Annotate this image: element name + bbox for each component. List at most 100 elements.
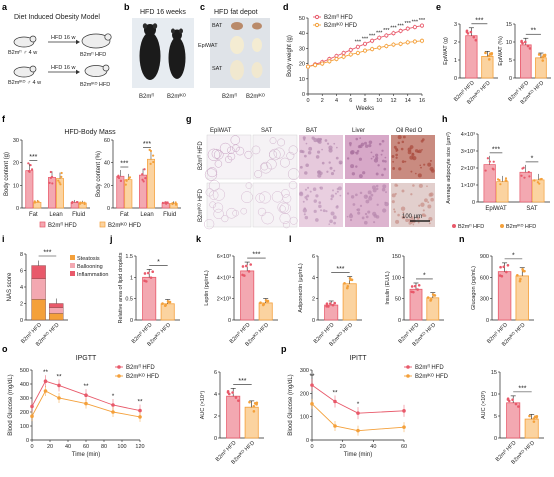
- y-tick-label: 0: [454, 76, 457, 82]
- y-tick-label: 6: [20, 269, 23, 275]
- x-tick-label: 40: [370, 444, 376, 450]
- data-point: [148, 148, 151, 152]
- cell-outline: [219, 142, 232, 154]
- y-tick-label: 0: [398, 318, 401, 324]
- cell-dot: [364, 141, 367, 145]
- y-tick-label: 60: [104, 138, 110, 144]
- significance-mark: **: [309, 373, 315, 380]
- cell-dot: [333, 221, 336, 225]
- data-point: [514, 402, 518, 406]
- cell-dot: [316, 137, 321, 143]
- panel-letter-b: b: [124, 2, 130, 12]
- cell-dot: [410, 193, 413, 196]
- bar: [342, 283, 357, 321]
- data-point: [370, 47, 375, 52]
- data-point: [492, 168, 495, 171]
- data-point: [313, 63, 318, 68]
- data-point: [111, 410, 115, 414]
- series-line: [311, 403, 405, 432]
- cell-dot: [414, 172, 417, 175]
- data-point: [43, 389, 48, 393]
- cell-dot: [405, 218, 409, 223]
- data-point: [474, 38, 478, 42]
- x-tick-label: 8: [363, 98, 366, 104]
- legend-swatch: [99, 221, 106, 228]
- cell-outline: [213, 149, 224, 160]
- y-tick-label: 0: [312, 318, 315, 324]
- y-tick-label: 100: [300, 415, 309, 421]
- stacked-segment: [49, 313, 64, 321]
- cell-dot: [330, 211, 335, 216]
- cell-outline: [254, 170, 263, 179]
- bar: [160, 303, 175, 321]
- data-point: [124, 183, 127, 186]
- data-point: [526, 44, 530, 48]
- y-tick-label: 6: [312, 254, 315, 260]
- cell-outline: [279, 157, 290, 168]
- data-point: [49, 176, 52, 179]
- scale-bar-label: 100 μm: [402, 214, 422, 220]
- data-point: [79, 202, 82, 205]
- data-point: [264, 299, 268, 302]
- mouse-icon: [13, 35, 37, 48]
- cell-dot: [333, 142, 336, 145]
- panel-letter-n: n: [459, 234, 465, 244]
- data-point: [327, 59, 332, 64]
- panel-a-title: Diet Induced Obesity Model: [14, 14, 100, 21]
- legend-label: B2mᴵᴷᴼ HFD: [126, 373, 160, 380]
- histo-col-sat: SAT: [261, 128, 273, 134]
- x-tick-label: 40: [65, 444, 71, 450]
- cell-outline: [241, 191, 253, 204]
- cell-outline: [277, 201, 289, 214]
- chart-p: IPITT 0 100 200 300 Blood Glucose (mg/dL) 0 20 4…: [288, 355, 449, 458]
- cell-dot: [370, 193, 374, 197]
- y-tick-label: 8: [20, 252, 23, 258]
- depot-label-sat: SAT: [212, 66, 223, 72]
- bar: [426, 297, 440, 321]
- cell-dot: [321, 161, 325, 165]
- bar: [409, 288, 423, 321]
- cell-dot: [395, 153, 398, 157]
- histo-liver-ko: [345, 183, 389, 227]
- data-point: [59, 183, 62, 186]
- data-point: [234, 396, 238, 399]
- data-point: [348, 52, 353, 57]
- data-point: [84, 393, 88, 398]
- legend-marker: [406, 365, 410, 369]
- cell-dot: [335, 205, 339, 209]
- cell-dot: [381, 139, 385, 143]
- cell-dot: [401, 189, 405, 193]
- significance-mark: ***: [336, 266, 344, 273]
- histo-epiwat-wt: [206, 134, 252, 180]
- y-tick-label: 40: [104, 161, 110, 167]
- legend-h: B2mᶠˡ HFD B2mᴵᴷᴼ HFD: [452, 223, 536, 230]
- cell-outline: [260, 163, 269, 171]
- cell-outline: [226, 207, 237, 219]
- cell-dot: [368, 196, 373, 201]
- cell-dot: [352, 203, 356, 206]
- y-tick-label: 4: [20, 285, 23, 291]
- cell-dot: [346, 192, 350, 195]
- cell-outline: [214, 160, 223, 168]
- cell-outline: [207, 167, 218, 178]
- cell-dot: [365, 199, 370, 204]
- y-tick-label: 50: [395, 297, 401, 303]
- panel-letter-f: f: [2, 114, 6, 124]
- data-point: [487, 58, 491, 61]
- data-point: [341, 54, 346, 59]
- cell-dot: [428, 193, 433, 197]
- significance-mark: ***: [120, 161, 128, 168]
- y-tick-label: 30: [299, 46, 305, 52]
- y-tick-label: 2: [454, 40, 457, 46]
- significance-mark: ***: [492, 146, 500, 153]
- cell-outline: [282, 221, 291, 229]
- bar: [258, 302, 273, 321]
- data-point: [141, 173, 144, 176]
- data-point: [310, 383, 314, 387]
- data-point: [30, 404, 34, 409]
- cell-dot: [305, 198, 309, 201]
- bar: [497, 271, 512, 321]
- data-point: [469, 30, 473, 34]
